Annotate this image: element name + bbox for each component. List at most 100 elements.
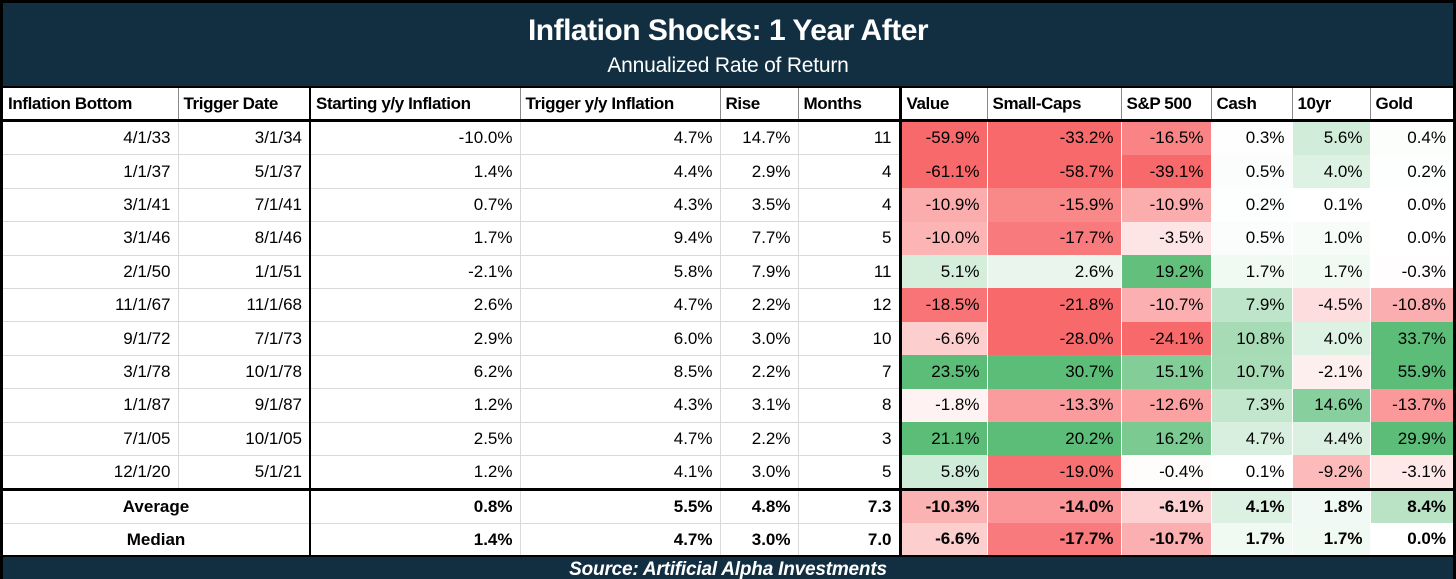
heat-cell-gold: -13.7% (1370, 388, 1453, 423)
heat-cell-10yr: 1.0% (1292, 221, 1371, 256)
value-cell: 5 (798, 455, 901, 491)
column-header-months: Months (798, 88, 901, 122)
date-cell: 3/1/34 (178, 120, 311, 156)
table-row: 1/1/87 9/1/87 1.2% 4.3% 3.1% 8 -1.8% -13.3% -12.… (3, 388, 1453, 423)
summary-heat-cell-10yr: 1.7% (1292, 523, 1371, 556)
heat-cell-cash: 0.5% (1211, 221, 1293, 256)
summary-value-cell: 1.4% (309, 523, 521, 556)
date-cell: 3/1/41 (3, 188, 179, 223)
date-cell: 10/1/05 (178, 422, 311, 456)
heat-cell-gold: -3.1% (1370, 455, 1453, 490)
heat-cell-small-caps: 20.2% (987, 422, 1122, 456)
heat-cell-cash: 10.8% (1211, 321, 1293, 356)
summary-heat-cell-value: -6.6% (898, 523, 988, 556)
heat-cell-10yr: -4.5% (1292, 288, 1371, 322)
summary-heat-cell-gold: 0.0% (1370, 523, 1453, 556)
heat-cell-small-caps: 30.7% (987, 355, 1122, 389)
value-cell: 4.7% (520, 120, 721, 156)
heat-cell-cash: 0.1% (1211, 455, 1293, 490)
column-header-s-p-500: S&P 500 (1121, 88, 1212, 122)
summary-heat-cell-small-caps: -14.0% (987, 488, 1122, 524)
date-cell: 9/1/87 (178, 388, 311, 423)
table-row: 1/1/37 5/1/37 1.4% 4.4% 2.9% 4 -61.1% -58.7% -39… (3, 154, 1453, 189)
heat-cell-10yr: 5.6% (1292, 120, 1371, 155)
value-cell: 7.9% (720, 255, 799, 289)
summary-heat-cell-cash: 1.7% (1211, 523, 1293, 556)
date-cell: 7/1/41 (178, 188, 311, 223)
value-cell: 3.1% (720, 388, 799, 423)
value-cell: 2.2% (720, 288, 799, 323)
title-bar: Inflation Shocks: 1 Year After Annualize… (3, 3, 1453, 88)
value-cell: 2.9% (720, 154, 799, 189)
summary-label: Median (3, 523, 310, 556)
heat-cell-s-p-500: -16.5% (1121, 120, 1212, 155)
date-cell: 11/1/68 (178, 288, 311, 323)
summary-row-average: Average 0.8% 5.5% 4.8% 7.3 -10.3% -14.0% -6.1% 4… (3, 488, 1453, 524)
summary-heat-cell-s-p-500: -6.1% (1121, 488, 1212, 524)
table-row: 7/1/05 10/1/05 2.5% 4.7% 2.2% 3 21.1% 20.2% 16.2… (3, 422, 1453, 456)
value-cell: 2.9% (309, 321, 521, 356)
value-cell: -2.1% (309, 255, 521, 289)
heat-cell-gold: 0.4% (1370, 120, 1453, 155)
value-cell: 3.0% (720, 455, 799, 491)
heat-cell-gold: -10.8% (1370, 288, 1453, 322)
value-cell: 1.2% (309, 455, 521, 491)
value-cell: 14.7% (720, 120, 799, 156)
heat-cell-gold: 0.0% (1370, 221, 1453, 256)
heat-cell-cash: 0.2% (1211, 188, 1293, 222)
heat-cell-value: -10.0% (898, 221, 988, 256)
summary-value-cell: 3.0% (720, 523, 799, 556)
column-header-inflation-bottom: Inflation Bottom (3, 88, 179, 122)
heat-cell-value: -10.9% (898, 188, 988, 222)
table-row: 11/1/67 11/1/68 2.6% 4.7% 2.2% 12 -18.5% -21.8%… (3, 288, 1453, 323)
summary-heat-cell-gold: 8.4% (1370, 488, 1453, 524)
date-cell: 11/1/67 (3, 288, 179, 323)
table-row: 3/1/41 7/1/41 0.7% 4.3% 3.5% 4 -10.9% -15.9% -10… (3, 188, 1453, 223)
heat-cell-s-p-500: -3.5% (1121, 221, 1212, 256)
value-cell: 1.2% (309, 388, 521, 423)
date-cell: 9/1/72 (3, 321, 179, 356)
date-cell: 1/1/87 (3, 388, 179, 423)
value-cell: 11 (798, 255, 901, 289)
heat-cell-small-caps: 2.6% (987, 255, 1122, 289)
page-subtitle: Annualized Rate of Return (607, 53, 849, 77)
table-row: 4/1/33 3/1/34 -10.0% 4.7% 14.7% 11 -59.9% -33.2… (3, 120, 1453, 156)
value-cell: 4.3% (520, 188, 721, 223)
date-cell: 1/1/37 (3, 154, 179, 189)
value-cell: 2.5% (309, 422, 521, 456)
value-cell: 11 (798, 120, 901, 156)
date-cell: 8/1/46 (178, 221, 311, 256)
value-cell: 12 (798, 288, 901, 323)
page-title: Inflation Shocks: 1 Year After (527, 13, 929, 47)
summary-label: Average (3, 488, 310, 524)
value-cell: 6.0% (520, 321, 721, 356)
date-cell: 7/1/05 (3, 422, 179, 456)
column-header-rise: Rise (720, 88, 799, 122)
heat-cell-small-caps: -58.7% (987, 154, 1122, 189)
value-cell: 4.4% (520, 154, 721, 189)
heat-cell-cash: 4.7% (1211, 422, 1293, 456)
heat-cell-small-caps: -33.2% (987, 120, 1122, 155)
table-row: 3/1/78 10/1/78 6.2% 8.5% 2.2% 7 23.5% 30.7% 15.1… (3, 355, 1453, 390)
summary-value-cell: 4.8% (720, 488, 799, 524)
value-cell: -10.0% (309, 120, 521, 156)
date-cell: 4/1/33 (3, 120, 179, 156)
value-cell: 4.7% (520, 288, 721, 323)
heat-cell-gold: 0.0% (1370, 188, 1453, 222)
date-cell: 1/1/51 (178, 255, 311, 289)
table-header-row: Inflation Bottom Trigger Date Starting y/y… (3, 88, 1453, 122)
column-header-trigger-y-y-inflation: Trigger y/y Inflation (520, 88, 721, 122)
value-cell: 10 (798, 321, 901, 356)
heat-cell-cash: 7.9% (1211, 288, 1293, 322)
heat-cell-cash: 1.7% (1211, 255, 1293, 289)
heat-cell-gold: 55.9% (1370, 355, 1453, 389)
value-cell: 3 (798, 422, 901, 456)
summary-heat-cell-value: -10.3% (898, 488, 988, 524)
table-row: 12/1/20 5/1/21 1.2% 4.1% 3.0% 5 5.8% -19.0% -0.4… (3, 455, 1453, 491)
summary-value-cell: 7.3 (798, 488, 901, 524)
summary-heat-cell-cash: 4.1% (1211, 488, 1293, 524)
heat-cell-cash: 7.3% (1211, 388, 1293, 423)
value-cell: 5 (798, 221, 901, 256)
table-row: 3/1/46 8/1/46 1.7% 9.4% 7.7% 5 -10.0% -17.7% -3.… (3, 221, 1453, 256)
column-header-gold: Gold (1370, 88, 1453, 122)
